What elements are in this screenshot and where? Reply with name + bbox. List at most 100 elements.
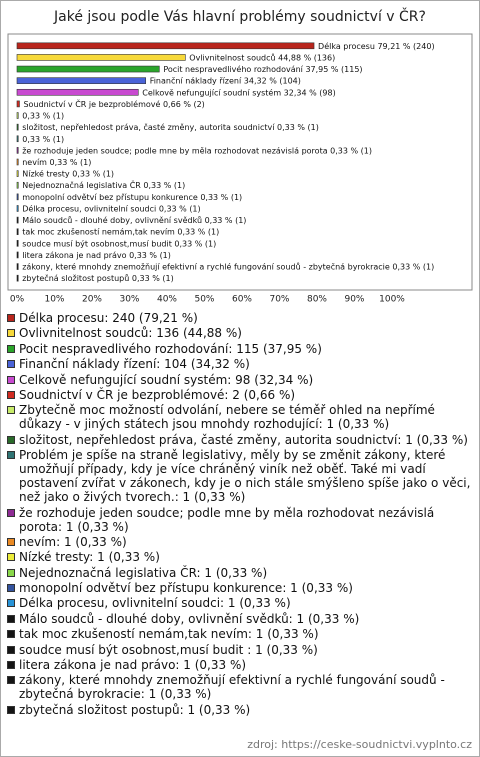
legend-item: Zbytečně moc možností odvolání, nebere s… — [7, 403, 473, 431]
legend-label: že rozhoduje jeden soudce; podle mne by … — [19, 505, 435, 534]
category-label: Pocit nespravedlivého rozhodování — [163, 64, 303, 74]
legend-item: složitost, nepřehledost práva, časté změ… — [7, 433, 473, 447]
legend-swatch — [7, 451, 15, 460]
bar — [16, 100, 20, 108]
legend-swatch — [7, 508, 15, 517]
category-label: Soudnictví v ČR je bezproblémové — [23, 97, 160, 108]
legend-item: Pocit nespravedlivého rozhodování: 115 (… — [7, 342, 473, 356]
legend-swatch — [7, 553, 15, 562]
value-label: 0,33 % (1) — [200, 192, 242, 201]
bar-label: soudce musí být osobnost,musí budit 0,33… — [22, 239, 216, 248]
bar — [16, 205, 19, 212]
category-label: litera zákona je nad právo — [22, 250, 126, 259]
value-label: 0,33 % (1) — [159, 204, 201, 213]
bar-label: Ovlivnitelnost soudců 44,88 % (136) — [189, 52, 335, 62]
category-label: Ovlivnitelnost soudců — [189, 52, 275, 62]
bar — [16, 181, 19, 189]
legend-swatch — [7, 614, 15, 623]
bar-label: Nejednoznačná legislativa ČR 0,33 % (1) — [22, 179, 185, 190]
x-tick-label: 10% — [44, 295, 64, 305]
legend-item: soudce musí být osobnost,musí budit : 1 … — [7, 643, 473, 657]
legend-label: Délka procesu, ovlivnitelní soudci: 1 (0… — [19, 596, 291, 611]
bar-label: Délka procesu 79,21 % (240) — [318, 40, 435, 50]
legend-item: Celkově nefungující soudní systém: 98 (3… — [7, 373, 473, 387]
bar — [16, 158, 19, 166]
bar-label: Finanční náklady řízení 34,32 % (104) — [150, 75, 301, 85]
bar — [16, 263, 19, 270]
legend-item: Ovlivnitelnost soudců: 136 (44,88 %) — [7, 326, 473, 340]
value-label: 44,88 % (136) — [278, 53, 335, 62]
legend-item: Problém je spíše na straně legislativy, … — [7, 448, 473, 504]
bar — [16, 65, 160, 73]
bar — [16, 216, 19, 224]
bar-label: litera zákona je nad právo 0,33 % (1) — [22, 250, 171, 259]
legend-swatch — [7, 406, 15, 415]
legend-label: zákony, které mnohdy znemožňují efektivn… — [19, 673, 445, 702]
legend-swatch — [7, 375, 15, 384]
category-label: složitost, nepřehledost práva, časté změ… — [22, 122, 275, 132]
legend-label: zbytečná složitost postupů: 1 (0,33 %) — [19, 702, 251, 717]
legend-swatch — [7, 435, 15, 444]
chart-title: Jaké jsou podle Vás hlavní problémy soud… — [53, 7, 426, 25]
x-tick-label: 60% — [232, 295, 252, 305]
x-tick-label: 100% — [379, 295, 405, 305]
legend-swatch — [7, 676, 15, 685]
value-label: 0,66 % (2) — [163, 99, 205, 108]
plot-frame — [7, 33, 473, 291]
bar-label: že rozhoduje jeden soudce; podle mne by … — [22, 146, 372, 155]
legend-swatch — [7, 329, 15, 338]
legend-label: Nízké tresty: 1 (0,33 %) — [19, 550, 160, 565]
legend-label: Soudnictví v ČR je bezproblémové: 2 (0,6… — [19, 387, 296, 402]
chart: Jaké jsou podle Vás hlavní problémy soud… — [7, 7, 473, 305]
legend-swatch — [7, 360, 15, 369]
bar — [16, 54, 186, 61]
legend-swatch — [7, 568, 15, 577]
bar — [16, 112, 19, 119]
legend-item: Málo soudců - dlouhé doby, ovlivnění svě… — [7, 612, 473, 626]
legend-swatch — [7, 630, 15, 639]
bar-label: 0,33 % (1) — [22, 111, 64, 120]
category-label: Málo soudců - dlouhé doby, ovlivnění svě… — [22, 215, 202, 225]
value-label: 0,33 % (1) — [205, 216, 247, 225]
value-label: 34,32 % (104) — [244, 76, 301, 85]
value-label: 0,33 % (1) — [277, 123, 319, 132]
value-label: 79,21 % (240) — [377, 41, 434, 50]
bar — [16, 228, 19, 236]
bar-label: Celkově nefungující soudní systém 32,34 … — [142, 87, 335, 97]
legend-label: Délka procesu: 240 (79,21 %) — [19, 311, 198, 325]
x-tick-label: 70% — [269, 295, 289, 305]
bar-label: složitost, nepřehledost práva, časté změ… — [22, 122, 319, 132]
bar — [16, 193, 19, 201]
x-tick-label: 80% — [307, 295, 327, 305]
value-label: 0,33 % (1) — [129, 250, 171, 259]
x-tick-label: 0% — [10, 295, 25, 305]
legend-item: litera zákona je nad právo: 1 (0,33 %) — [7, 658, 473, 672]
legend-swatch — [7, 390, 15, 399]
legend-label: soudce musí být osobnost,musí budit : 1 … — [19, 642, 318, 657]
value-label: 0,33 % (1) — [330, 146, 372, 155]
legend-item: Nejednoznačná legislativa ČR: 1 (0,33 %) — [7, 566, 473, 580]
category-label: nevím — [22, 158, 47, 167]
legend-item: Délka procesu, ovlivnitelní soudci: 1 (0… — [7, 596, 473, 610]
category-label: tak moc zkušeností nemám,tak nevím — [22, 226, 175, 236]
bar-label: nevím 0,33 % (1) — [22, 158, 91, 167]
category-label: Celkově nefungující soudní systém — [142, 87, 281, 97]
bar-label: zákony, které mnohdy znemožňují efektivn… — [22, 261, 434, 271]
bar — [16, 77, 146, 84]
value-label: 0,33 % (1) — [177, 227, 219, 236]
value-label: 0,33 % (1) — [392, 262, 434, 271]
x-tick-label: 40% — [157, 295, 177, 305]
legend-swatch — [7, 645, 15, 654]
legend: Délka procesu: 240 (79,21 %) Ovlivnitelno… — [7, 311, 473, 718]
value-label: 0,33 % (1) — [22, 134, 64, 143]
category-label: zbytečná složitost postupů — [22, 273, 129, 283]
category-label: monopolní odvětví bez přístupu konkurenc… — [22, 192, 198, 201]
legend-swatch — [7, 537, 15, 546]
value-label: 0,33 % (1) — [72, 169, 114, 178]
bar — [16, 123, 19, 131]
category-label: soudce musí být osobnost,musí budit — [22, 239, 172, 248]
legend-swatch — [7, 661, 15, 670]
legend-swatch — [7, 705, 15, 714]
bar-label: zbytečná složitost postupů 0,33 % (1) — [22, 273, 173, 283]
source: zdroj: https://ceske-soudnictvi.vyplnto.… — [247, 738, 472, 751]
